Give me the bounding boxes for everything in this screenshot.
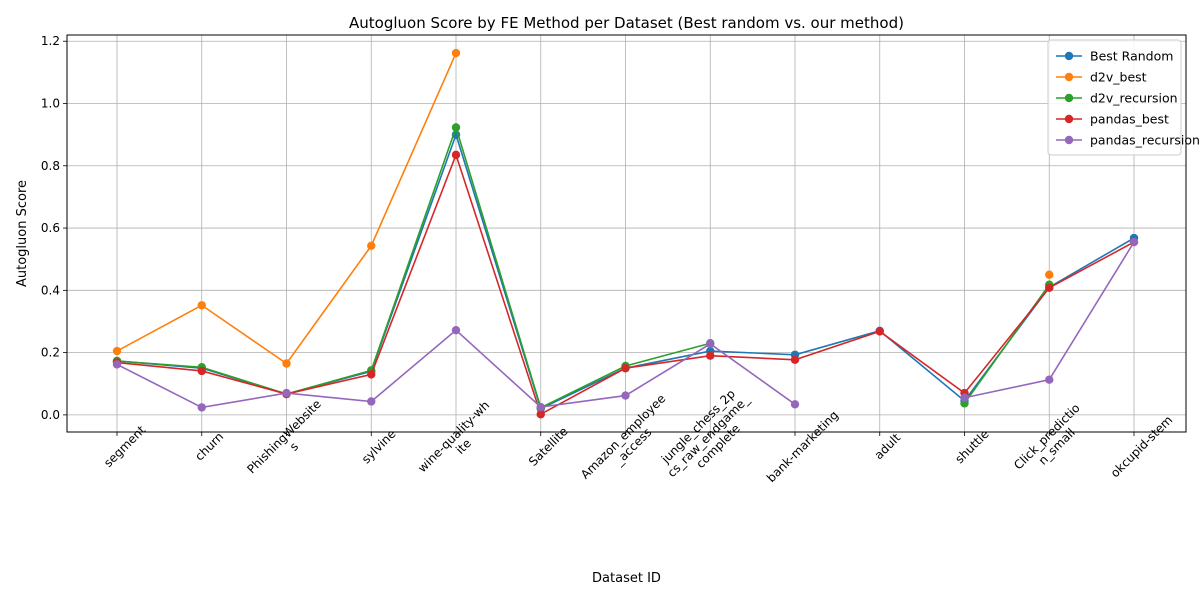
y-tick-label: 0.4 (41, 283, 60, 297)
y-tick-label: 0.6 (41, 221, 60, 235)
plot-frame (66, 34, 1187, 433)
x-tick-label-line: sylvine (359, 427, 399, 467)
legend-label: Best Random (1090, 49, 1173, 64)
data-point (112, 346, 122, 356)
y-axis: 0.0 0.2 0.4 0.6 0.8 1.0 1.2 (41, 34, 67, 422)
x-tick-label-line: s (287, 439, 301, 453)
x-tick-label: okcupid-stem (1108, 413, 1175, 480)
x-tick-label: Amazon_employee_access (578, 391, 678, 491)
data-point (621, 391, 630, 400)
data-point (197, 403, 206, 412)
data-point (790, 400, 800, 409)
legend: Best Random d2v_best d2v_recursion pandas_b… (1047, 39, 1200, 156)
x-axis-label: Dataset ID (592, 571, 661, 586)
y-tick-label: 1.0 (41, 97, 60, 111)
legend-marker (1064, 135, 1074, 145)
data-point (1045, 375, 1054, 384)
data-point (112, 360, 122, 369)
x-tick-label-line: Amazon_employee (578, 391, 668, 481)
x-tick-label: churn (192, 430, 226, 464)
data-point (621, 363, 630, 373)
legend-label: pandas_recursion (1090, 133, 1200, 148)
data-point (197, 301, 206, 310)
data-point (960, 393, 969, 402)
legend-label: d2v_best (1090, 70, 1147, 85)
data-point (790, 355, 800, 364)
data-point (282, 359, 291, 368)
y-tick-label: 0.2 (41, 346, 60, 360)
data-point (1129, 237, 1139, 247)
data-point (1045, 283, 1054, 293)
x-tick-label: sylvine (359, 427, 399, 467)
data-point (1045, 270, 1054, 279)
legend-marker (1064, 51, 1074, 61)
data-point (367, 241, 376, 250)
grid-layer (67, 35, 1186, 432)
data-point (536, 410, 545, 419)
y-axis-label: Autogluon Score (15, 180, 30, 287)
x-tick-label-line: Satellite (526, 424, 571, 469)
x-tick-label-line: adult (872, 430, 904, 462)
y-tick-label: 1.2 (41, 34, 60, 48)
data-point (367, 370, 376, 379)
series-pandas-recursion (112, 237, 1139, 412)
x-tick-label: Satellite (526, 424, 571, 469)
x-tick-label-line: segment (101, 423, 148, 470)
x-tick-label: adult (872, 430, 904, 462)
x-tick-label-line: bank-marketing (764, 408, 841, 485)
data-point (706, 351, 715, 360)
x-tick-label: jungle_chess_2pcs_raw_endgame_complete (655, 382, 763, 490)
x-tick-label: bank-marketing (764, 408, 841, 485)
data-point (451, 48, 461, 58)
data-point (367, 397, 376, 406)
series-d2v-recursion (112, 123, 1054, 412)
x-tick-label: shuttle (952, 427, 991, 466)
x-axis: segment churn PhishingWebsites sylvine wine-… (101, 382, 1175, 491)
x-tick-label-line: shuttle (952, 427, 991, 466)
legend-box (1047, 39, 1182, 156)
data-point (875, 327, 884, 336)
series-layer (112, 48, 1139, 419)
x-tick-label-line: churn (192, 430, 226, 464)
x-tick-label: segment (101, 423, 148, 470)
data-point (451, 325, 461, 335)
x-tick-label-line: PhishingWebsite (244, 397, 324, 477)
legend-marker (1064, 93, 1074, 103)
data-point (451, 123, 461, 132)
data-point (706, 339, 715, 349)
series-d2v-best (112, 48, 1054, 368)
x-tick-label: Click_prediction_small (1011, 401, 1092, 482)
series-line (116, 124, 711, 409)
legend-label: d2v_recursion (1090, 91, 1178, 106)
data-point (451, 150, 461, 160)
data-point (197, 366, 206, 376)
chart-title: Autogluon Score by FE Method per Dataset… (349, 14, 904, 32)
x-tick-label-line: okcupid-stem (1108, 413, 1175, 480)
y-tick-label: 0.8 (41, 159, 60, 173)
x-tick-label: wine-quality-white (415, 398, 502, 485)
x-tick-label-line: wine-quality-wh (415, 398, 492, 475)
x-tick-label: PhishingWebsites (244, 397, 333, 486)
data-point (282, 388, 291, 398)
legend-marker (1064, 72, 1074, 82)
y-tick-label: 0.0 (41, 408, 60, 422)
data-point (536, 402, 545, 412)
legend-label: pandas_best (1090, 112, 1169, 127)
legend-marker (1064, 114, 1074, 124)
